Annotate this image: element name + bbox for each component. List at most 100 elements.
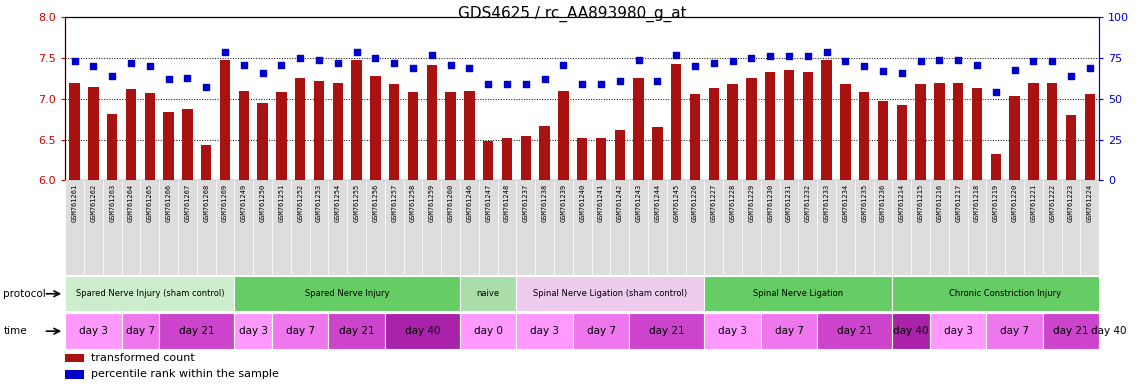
Text: protocol: protocol [3, 289, 46, 299]
Text: GSM761241: GSM761241 [598, 183, 605, 222]
Text: GSM761259: GSM761259 [429, 183, 435, 222]
Text: day 21: day 21 [1053, 326, 1089, 336]
Bar [1024, 180, 1043, 275]
Bar [539, 126, 550, 180]
Text: day 7: day 7 [126, 326, 155, 336]
Bar [385, 313, 460, 349]
Text: GSM761219: GSM761219 [993, 183, 998, 222]
Bar [202, 145, 212, 180]
Text: GSM761268: GSM761268 [204, 183, 210, 222]
Bar [479, 180, 498, 275]
Text: GSM761266: GSM761266 [166, 183, 172, 222]
Bar [874, 180, 892, 275]
Bar [273, 313, 329, 349]
Bar [760, 180, 780, 275]
Text: day 21: day 21 [649, 326, 685, 336]
Point [179, 74, 197, 81]
Bar [949, 180, 968, 275]
Bar [258, 103, 268, 180]
Text: GSM761224: GSM761224 [1087, 183, 1092, 222]
Bar [445, 93, 456, 180]
Point [442, 61, 460, 68]
Point [235, 61, 253, 68]
Point [724, 58, 742, 65]
Point [1005, 66, 1024, 73]
Point [704, 60, 722, 66]
Bar [934, 83, 945, 180]
Point [630, 56, 648, 63]
Point [874, 68, 892, 74]
Text: GSM761220: GSM761220 [1011, 183, 1018, 222]
Bar [1005, 180, 1024, 275]
Point [404, 65, 423, 71]
Bar [784, 70, 795, 180]
Text: GSM761214: GSM761214 [899, 183, 905, 222]
Bar [408, 93, 418, 180]
Point [930, 56, 948, 63]
Bar [65, 370, 85, 379]
Bar [65, 313, 121, 349]
Bar [986, 180, 1005, 275]
Point [141, 63, 159, 70]
Bar [141, 180, 159, 275]
Point [347, 48, 365, 55]
Bar [460, 180, 479, 275]
Bar [818, 313, 892, 349]
Text: GSM761221: GSM761221 [1030, 183, 1036, 222]
Bar [333, 83, 344, 180]
Bar [235, 313, 273, 349]
Bar [164, 112, 174, 180]
Point [103, 73, 121, 79]
Bar [892, 180, 911, 275]
Point [1081, 65, 1099, 71]
Text: day 7: day 7 [286, 326, 315, 336]
Bar [314, 81, 324, 180]
Bar [648, 180, 666, 275]
Text: day 21: day 21 [179, 326, 214, 336]
Text: day 0: day 0 [474, 326, 503, 336]
Bar [502, 138, 512, 180]
Text: GSM761243: GSM761243 [635, 183, 641, 222]
Bar [1066, 115, 1076, 180]
Bar [747, 78, 757, 180]
Text: day 40: day 40 [893, 326, 929, 336]
Point [479, 81, 497, 87]
Bar [911, 180, 930, 275]
Bar [215, 180, 235, 275]
Bar [273, 180, 291, 275]
Point [159, 76, 177, 83]
Text: GSM761255: GSM761255 [354, 183, 360, 222]
Text: GSM761247: GSM761247 [485, 183, 491, 222]
Bar [709, 88, 719, 180]
Bar [615, 130, 625, 180]
Point [761, 53, 780, 60]
Bar [427, 65, 437, 180]
Bar [780, 180, 798, 275]
Text: Spinal Nerve Ligation: Spinal Nerve Ligation [753, 289, 844, 298]
Point [742, 55, 760, 61]
Bar [1047, 83, 1057, 180]
Text: GSM761234: GSM761234 [843, 183, 848, 222]
Point [291, 55, 309, 61]
Point [610, 78, 629, 84]
Text: day 3: day 3 [79, 326, 108, 336]
Bar [370, 76, 380, 180]
Bar [892, 276, 1118, 311]
Text: GSM761261: GSM761261 [72, 183, 78, 222]
Point [423, 52, 441, 58]
Text: GSM761238: GSM761238 [542, 183, 547, 222]
Bar [840, 84, 851, 180]
Bar [65, 276, 235, 311]
Text: day 3: day 3 [239, 326, 268, 336]
Bar [1043, 180, 1061, 275]
Bar [88, 87, 98, 180]
Bar [108, 114, 118, 180]
Bar [535, 180, 554, 275]
Bar [295, 78, 306, 180]
Bar [724, 180, 742, 275]
Text: GSM761235: GSM761235 [861, 183, 867, 222]
Point [516, 81, 535, 87]
Point [648, 78, 666, 84]
Text: day 21: day 21 [837, 326, 872, 336]
Text: GSM761230: GSM761230 [767, 183, 773, 222]
